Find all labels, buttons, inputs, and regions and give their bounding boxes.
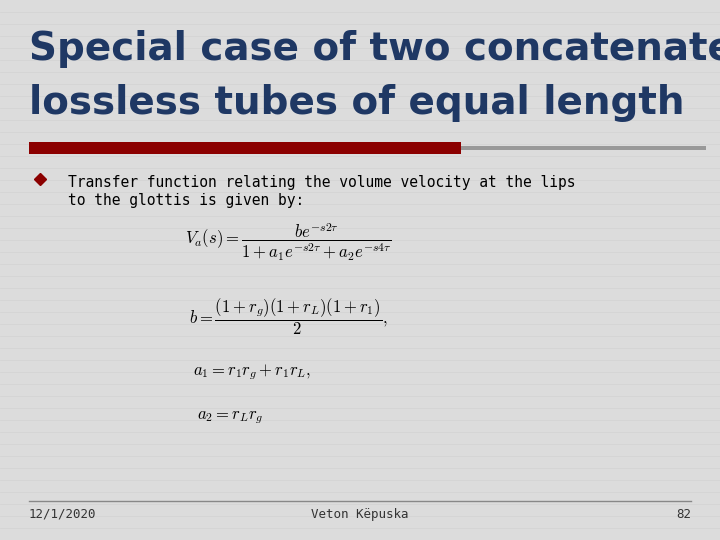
- Bar: [29, 142, 461, 154]
- Text: Special case of two concatenated: Special case of two concatenated: [29, 30, 720, 68]
- Text: $a_2{=}r_Lr_g$: $a_2{=}r_Lr_g$: [197, 408, 264, 426]
- Bar: [461, 146, 706, 150]
- Text: Transfer function relating the volume velocity at the lips: Transfer function relating the volume ve…: [68, 176, 576, 191]
- Text: 12/1/2020: 12/1/2020: [29, 508, 96, 521]
- Text: lossless tubes of equal length: lossless tubes of equal length: [29, 84, 684, 122]
- Text: $b{=}\dfrac{(1+r_g)(1+r_L)(1+r_1)}{2},$: $b{=}\dfrac{(1+r_g)(1+r_L)(1+r_1)}{2},$: [189, 297, 387, 337]
- Text: Veton Këpuska: Veton Këpuska: [311, 508, 409, 521]
- Text: $a_1{=}r_1r_g+r_1r_L,$: $a_1{=}r_1r_g+r_1r_L,$: [193, 362, 311, 382]
- Text: $V_a(s){=}\dfrac{be^{-s2\tau}}{1+a_1e^{-s2\tau}+a_2e^{-s4\tau}}$: $V_a(s){=}\dfrac{be^{-s2\tau}}{1+a_1e^{-…: [184, 221, 392, 263]
- Text: to the glottis is given by:: to the glottis is given by:: [68, 193, 305, 208]
- Text: 82: 82: [676, 508, 691, 521]
